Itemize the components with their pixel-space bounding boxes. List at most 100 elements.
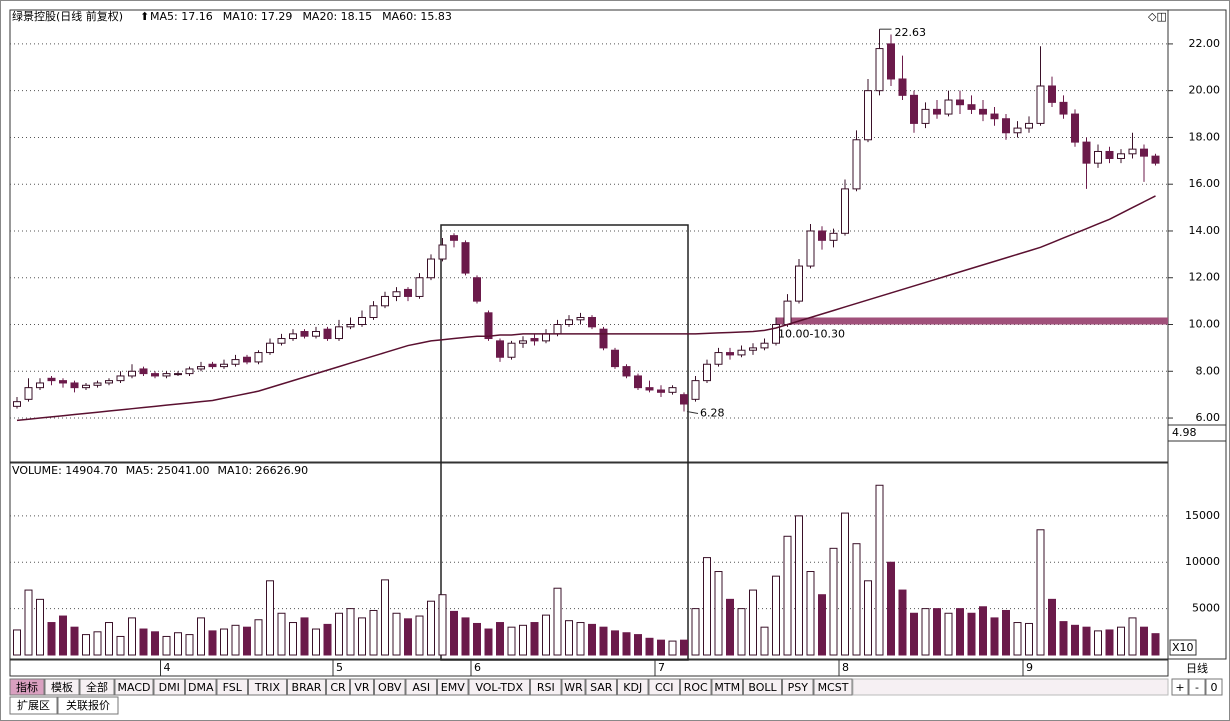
tab-label[interactable]: OBV	[378, 681, 402, 694]
tab[interactable]	[185, 678, 217, 696]
period[interactable]: 日线	[1186, 661, 1208, 675]
tab[interactable]	[9, 678, 45, 696]
candle-body	[1105, 150, 1114, 159]
tab-label[interactable]: 模板	[51, 680, 73, 694]
tab-label[interactable]: ASI	[412, 681, 430, 694]
volume-bar	[657, 639, 665, 656]
tab[interactable]	[114, 678, 154, 696]
candle-body	[519, 340, 527, 344]
tab-label[interactable]: VR	[354, 681, 370, 694]
y-tick-label: 10.00	[1189, 318, 1221, 331]
support-band	[776, 317, 1168, 325]
candle-body	[507, 342, 516, 358]
tab-label[interactable]: SAR	[590, 681, 613, 694]
tab-label[interactable]: BOLL	[748, 681, 777, 694]
volume-bar	[645, 637, 654, 656]
tab[interactable]	[648, 678, 680, 696]
volume-bar	[1105, 629, 1114, 656]
candle-body	[128, 370, 136, 377]
tab[interactable]	[437, 678, 469, 696]
bottom-tab[interactable]	[9, 696, 58, 715]
candle-body	[1094, 150, 1102, 164]
tab[interactable]	[530, 678, 562, 696]
tab-label[interactable]: KDJ	[623, 681, 642, 694]
tab[interactable]	[813, 678, 853, 696]
volume-bar	[783, 535, 792, 656]
candle-body	[668, 387, 677, 393]
candle-body	[1013, 127, 1022, 134]
candle-body	[82, 384, 90, 389]
candle-body	[611, 349, 619, 368]
tab-label[interactable]: 全部	[86, 680, 108, 694]
tab[interactable]	[711, 678, 743, 696]
tab[interactable]	[44, 678, 80, 696]
tab[interactable]	[350, 678, 374, 696]
tab[interactable]	[326, 678, 350, 696]
volume-bar	[599, 626, 608, 656]
ma-label: MA10: 17.29	[223, 10, 293, 23]
tab-label[interactable]: DMI	[159, 681, 180, 694]
tab-label[interactable]: CCI	[655, 681, 674, 694]
tab[interactable]	[617, 678, 649, 696]
tab-label[interactable]: DMA	[188, 681, 214, 694]
tab-label[interactable]: BRAR	[292, 681, 322, 694]
bottom-tab-label[interactable]: 关联报价	[66, 698, 110, 712]
tab[interactable]	[374, 678, 406, 696]
volume-bar	[1002, 609, 1010, 656]
tab-label[interactable]: WR	[564, 681, 583, 694]
tab-label[interactable]: TRIX	[254, 681, 281, 694]
tab-label[interactable]: MTM	[714, 681, 740, 694]
volume-bar	[507, 626, 516, 656]
tab-label[interactable]: RSI	[537, 681, 555, 694]
x-tick-label: 4	[164, 661, 171, 674]
candle-body	[116, 375, 125, 382]
volume-bar	[910, 612, 918, 656]
candle-body	[818, 230, 826, 241]
volume-bar	[47, 622, 56, 656]
tab-label[interactable]: MCST	[818, 681, 849, 694]
candle-body	[726, 352, 734, 356]
tab-label[interactable]: ROC	[684, 681, 708, 694]
zoom-button[interactable]	[1205, 678, 1223, 696]
x-tick-label: 5	[336, 661, 343, 674]
tab[interactable]	[79, 678, 115, 696]
tab[interactable]	[468, 678, 530, 696]
tab[interactable]	[405, 678, 437, 696]
candle-body	[1117, 153, 1125, 159]
zoom-button[interactable]	[1188, 678, 1206, 696]
volume-bar	[749, 589, 757, 656]
tab[interactable]	[743, 678, 782, 696]
tab[interactable]	[782, 678, 814, 696]
volume-bar	[990, 617, 999, 656]
tab-label[interactable]: 指标	[16, 680, 38, 694]
tab[interactable]	[680, 678, 712, 696]
tab[interactable]	[216, 678, 248, 696]
tab-label[interactable]: MACD	[118, 681, 151, 694]
tab-label[interactable]: EMV	[441, 681, 465, 694]
volume-bar	[1128, 617, 1137, 656]
tab-label[interactable]: FSL	[223, 681, 243, 694]
tab[interactable]	[287, 678, 326, 696]
zoom-label[interactable]: 0	[1211, 681, 1218, 694]
tab[interactable]	[561, 678, 586, 696]
bottom-tab-label[interactable]: 扩展区	[17, 698, 50, 712]
zoom-label[interactable]: +	[1175, 681, 1184, 694]
candle-body	[484, 312, 493, 340]
candle-body	[36, 382, 44, 389]
tab[interactable]	[153, 678, 185, 696]
tab[interactable]	[585, 678, 617, 696]
candle-body	[70, 382, 79, 389]
bottom-tab[interactable]	[57, 696, 119, 715]
tab-label[interactable]: VOL-TDX	[475, 681, 523, 694]
tab-label[interactable]: PSY	[788, 681, 809, 694]
zoom-button[interactable]	[1171, 678, 1189, 696]
tab[interactable]	[248, 678, 287, 696]
candle-body	[898, 78, 907, 96]
volume-bar	[818, 594, 826, 656]
candle-body	[1128, 148, 1137, 155]
volume-bar	[1071, 624, 1079, 656]
volume-bar	[634, 634, 642, 656]
panel-icons[interactable]: ◇◫	[1148, 10, 1167, 23]
zoom-label[interactable]: -	[1195, 681, 1199, 694]
tab-label[interactable]: CR	[330, 681, 346, 694]
